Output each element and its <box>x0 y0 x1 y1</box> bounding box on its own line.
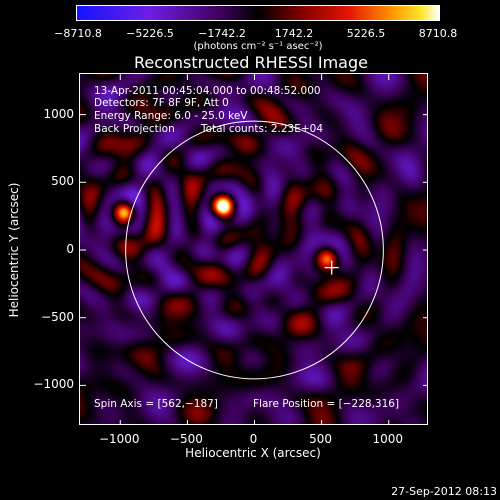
y-tick-label: −1000 <box>33 377 74 392</box>
colorbar-tick-label: 1742.2 <box>274 27 314 40</box>
y-tick-label: −500 <box>41 309 74 324</box>
y-tick-label: 500 <box>51 174 74 189</box>
annotation-detectors: Detectors: 7F 8F 9F, Att 0 <box>94 97 229 109</box>
chart-title: Reconstructed RHESSI Image <box>134 53 368 72</box>
colorbar-tick-label: −5226.5 <box>126 27 174 40</box>
heatmap-image <box>80 74 427 424</box>
x-tick-label: 1000 <box>372 432 403 446</box>
x-tick-label: 500 <box>309 432 333 446</box>
annotation-total-counts: Total counts: 2.23E+04 <box>201 123 324 135</box>
colorbar-tick-label: 5226.5 <box>346 27 386 40</box>
heatmap-plot-area <box>79 73 428 425</box>
colorbar-tick-label: −1742.2 <box>198 27 246 40</box>
colorbar-tick-label: −8710.8 <box>54 27 102 40</box>
annotation-flare-position: Flare Position = [−228,316] <box>253 398 400 410</box>
heatmap-svg <box>80 74 427 424</box>
y-tick-label: 0 <box>66 242 74 256</box>
x-tick-label: −500 <box>169 432 203 446</box>
annotation-time-range: 13-Apr-2011 00:45:04.000 to 00:48:52.000 <box>94 85 321 97</box>
annotation-spin-axis: Spin Axis = [562,−187] <box>94 398 218 410</box>
x-tick-label: 0 <box>249 432 258 446</box>
colorbar-units: (photons cm⁻² s⁻¹ asec⁻²) <box>193 41 323 52</box>
y-tick-label: 1000 <box>43 106 74 121</box>
x-tick-label: −1000 <box>98 432 140 446</box>
y-axis-label: Heliocentric Y (arcsec) <box>7 182 21 318</box>
colorbar <box>76 5 440 21</box>
colorbar-tick-label: 8710.8 <box>418 27 458 40</box>
timestamp: 27-Sep-2012 08:13 <box>391 485 497 498</box>
annotation-energy: Energy Range: 6.0 - 25.0 keV <box>94 110 248 122</box>
solar-limb-circle <box>125 120 384 380</box>
annotation-method: Back Projection <box>94 123 175 135</box>
x-axis-label: Heliocentric X (arcsec) <box>185 446 321 460</box>
